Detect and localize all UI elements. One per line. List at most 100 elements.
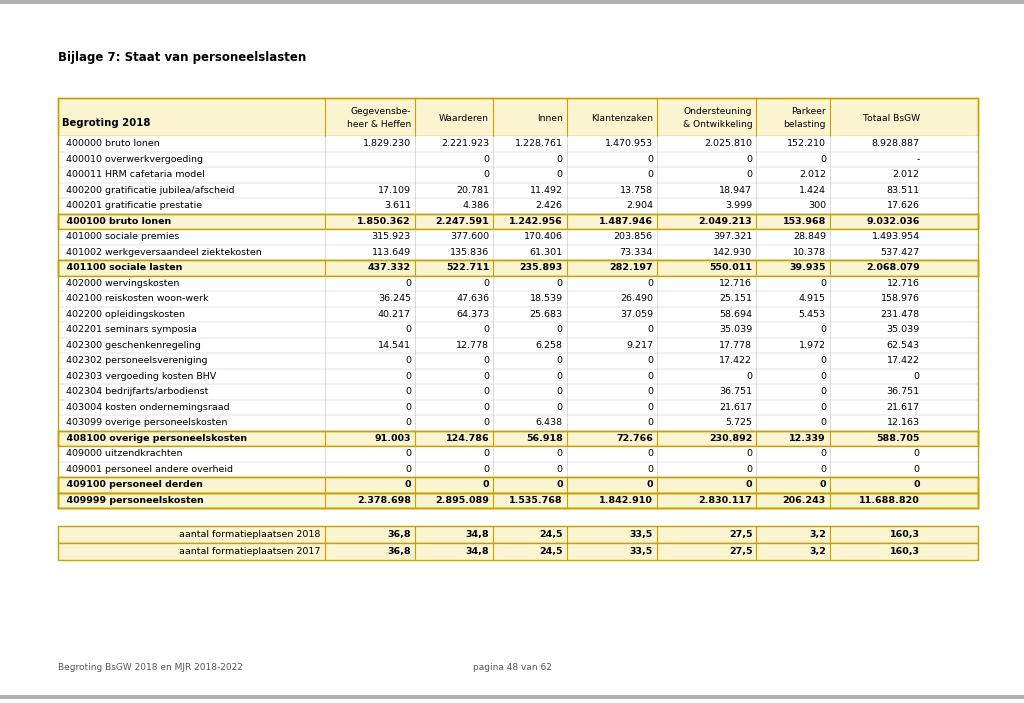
Text: 37.059: 37.059 bbox=[620, 310, 653, 318]
Text: 0: 0 bbox=[647, 449, 653, 458]
Text: Waarderen: Waarderen bbox=[439, 115, 489, 124]
Text: 0: 0 bbox=[557, 356, 563, 366]
Text: 0: 0 bbox=[557, 403, 563, 412]
Text: 0: 0 bbox=[482, 480, 489, 489]
Text: 12.778: 12.778 bbox=[456, 341, 489, 350]
Text: 0: 0 bbox=[913, 372, 920, 381]
Text: 0: 0 bbox=[913, 480, 920, 489]
Text: 170.406: 170.406 bbox=[523, 232, 563, 241]
Text: 409100 personeel derden: 409100 personeel derden bbox=[60, 480, 203, 489]
Text: 36.751: 36.751 bbox=[719, 387, 753, 396]
Text: 0: 0 bbox=[647, 465, 653, 474]
Text: Klantenzaken: Klantenzaken bbox=[591, 115, 653, 124]
Text: Totaal BsGW: Totaal BsGW bbox=[862, 115, 920, 124]
Bar bbox=[58, 415, 978, 430]
Text: 400010 overwerkvergoeding: 400010 overwerkvergoeding bbox=[60, 155, 203, 164]
Text: 0: 0 bbox=[746, 170, 753, 179]
Text: 0: 0 bbox=[557, 279, 563, 288]
Text: 403099 overige personeelskosten: 403099 overige personeelskosten bbox=[60, 418, 227, 427]
Text: 2.895.089: 2.895.089 bbox=[435, 496, 489, 505]
Text: 402303 vergoeding kosten BHV: 402303 vergoeding kosten BHV bbox=[60, 372, 216, 381]
Text: 47.636: 47.636 bbox=[456, 295, 489, 303]
Text: 124.786: 124.786 bbox=[445, 434, 489, 443]
Text: 397.321: 397.321 bbox=[713, 232, 753, 241]
Text: 17.778: 17.778 bbox=[719, 341, 753, 350]
Text: 0: 0 bbox=[647, 418, 653, 427]
Text: 14.541: 14.541 bbox=[378, 341, 411, 350]
Text: 0: 0 bbox=[820, 418, 826, 427]
Text: 62.543: 62.543 bbox=[887, 341, 920, 350]
Text: 402304 bedrijfarts/arbodienst: 402304 bedrijfarts/arbodienst bbox=[60, 387, 208, 396]
Text: 0: 0 bbox=[746, 155, 753, 164]
Text: 537.427: 537.427 bbox=[881, 247, 920, 257]
Text: 12.716: 12.716 bbox=[719, 279, 753, 288]
Text: 18.947: 18.947 bbox=[719, 186, 753, 195]
Bar bbox=[58, 307, 978, 322]
Bar bbox=[58, 245, 978, 260]
Text: 0: 0 bbox=[557, 325, 563, 334]
Text: 36.245: 36.245 bbox=[378, 295, 411, 303]
Text: 40.217: 40.217 bbox=[378, 310, 411, 318]
Text: 2.426: 2.426 bbox=[536, 201, 563, 210]
Text: 401000 sociale premies: 401000 sociale premies bbox=[60, 232, 179, 241]
Text: 0: 0 bbox=[557, 387, 563, 396]
Text: 400100 bruto lonen: 400100 bruto lonen bbox=[60, 217, 171, 226]
Bar bbox=[58, 198, 978, 214]
Text: 0: 0 bbox=[647, 155, 653, 164]
Text: 1.972: 1.972 bbox=[799, 341, 826, 350]
Text: 4.386: 4.386 bbox=[462, 201, 489, 210]
Text: 34,8: 34,8 bbox=[466, 547, 489, 556]
Text: 409000 uitzendkrachten: 409000 uitzendkrachten bbox=[60, 449, 182, 458]
Text: 401100 sociale lasten: 401100 sociale lasten bbox=[60, 263, 182, 272]
Text: 231.478: 231.478 bbox=[881, 310, 920, 318]
Text: 402302 personeelsvereniging: 402302 personeelsvereniging bbox=[60, 356, 208, 366]
Text: 0: 0 bbox=[404, 372, 411, 381]
Text: 0: 0 bbox=[404, 480, 411, 489]
Text: 36,8: 36,8 bbox=[387, 530, 411, 539]
Text: 206.243: 206.243 bbox=[782, 496, 826, 505]
Bar bbox=[58, 430, 978, 446]
Text: 402200 opleidingskosten: 402200 opleidingskosten bbox=[60, 310, 185, 318]
Text: 5.453: 5.453 bbox=[799, 310, 826, 318]
Text: 18.539: 18.539 bbox=[529, 295, 563, 303]
Text: 0: 0 bbox=[647, 325, 653, 334]
Text: 91.003: 91.003 bbox=[375, 434, 411, 443]
Text: 72.766: 72.766 bbox=[616, 434, 653, 443]
Text: aantal formatieplaatsen 2017: aantal formatieplaatsen 2017 bbox=[179, 547, 321, 556]
Text: 20.781: 20.781 bbox=[456, 186, 489, 195]
Text: 0: 0 bbox=[483, 356, 489, 366]
Text: 0: 0 bbox=[404, 325, 411, 334]
Text: 0: 0 bbox=[820, 155, 826, 164]
Text: 2.904: 2.904 bbox=[626, 201, 653, 210]
Text: 377.600: 377.600 bbox=[450, 232, 489, 241]
Text: 300: 300 bbox=[808, 201, 826, 210]
Text: 282.197: 282.197 bbox=[609, 263, 653, 272]
Text: 0: 0 bbox=[913, 465, 920, 474]
Text: 402201 seminars symposia: 402201 seminars symposia bbox=[60, 325, 197, 334]
Bar bbox=[0, 695, 1024, 699]
Text: 24,5: 24,5 bbox=[540, 530, 563, 539]
Text: 0: 0 bbox=[820, 356, 826, 366]
Text: 0: 0 bbox=[557, 372, 563, 381]
Text: 1.493.954: 1.493.954 bbox=[871, 232, 920, 241]
Bar bbox=[58, 543, 978, 560]
Text: 25.151: 25.151 bbox=[719, 295, 753, 303]
Text: Begroting 2018: Begroting 2018 bbox=[62, 117, 151, 128]
Text: 409999 personeelskosten: 409999 personeelskosten bbox=[60, 496, 204, 505]
Bar bbox=[58, 229, 978, 245]
Text: 12.716: 12.716 bbox=[887, 279, 920, 288]
Text: 61.301: 61.301 bbox=[529, 247, 563, 257]
Text: 35.039: 35.039 bbox=[719, 325, 753, 334]
Text: 400201 gratificatie prestatie: 400201 gratificatie prestatie bbox=[60, 201, 202, 210]
Text: & Ontwikkeling: & Ontwikkeling bbox=[683, 120, 753, 129]
Text: 0: 0 bbox=[647, 279, 653, 288]
Text: 315.923: 315.923 bbox=[372, 232, 411, 241]
Bar bbox=[58, 152, 978, 167]
Text: 5.725: 5.725 bbox=[725, 418, 753, 427]
Text: 0: 0 bbox=[404, 356, 411, 366]
Text: 2.247.591: 2.247.591 bbox=[435, 217, 489, 226]
Text: 73.334: 73.334 bbox=[620, 247, 653, 257]
Text: Gegevensbe-: Gegevensbe- bbox=[350, 107, 411, 116]
Bar bbox=[58, 477, 978, 493]
Text: Parkeer: Parkeer bbox=[792, 107, 826, 116]
